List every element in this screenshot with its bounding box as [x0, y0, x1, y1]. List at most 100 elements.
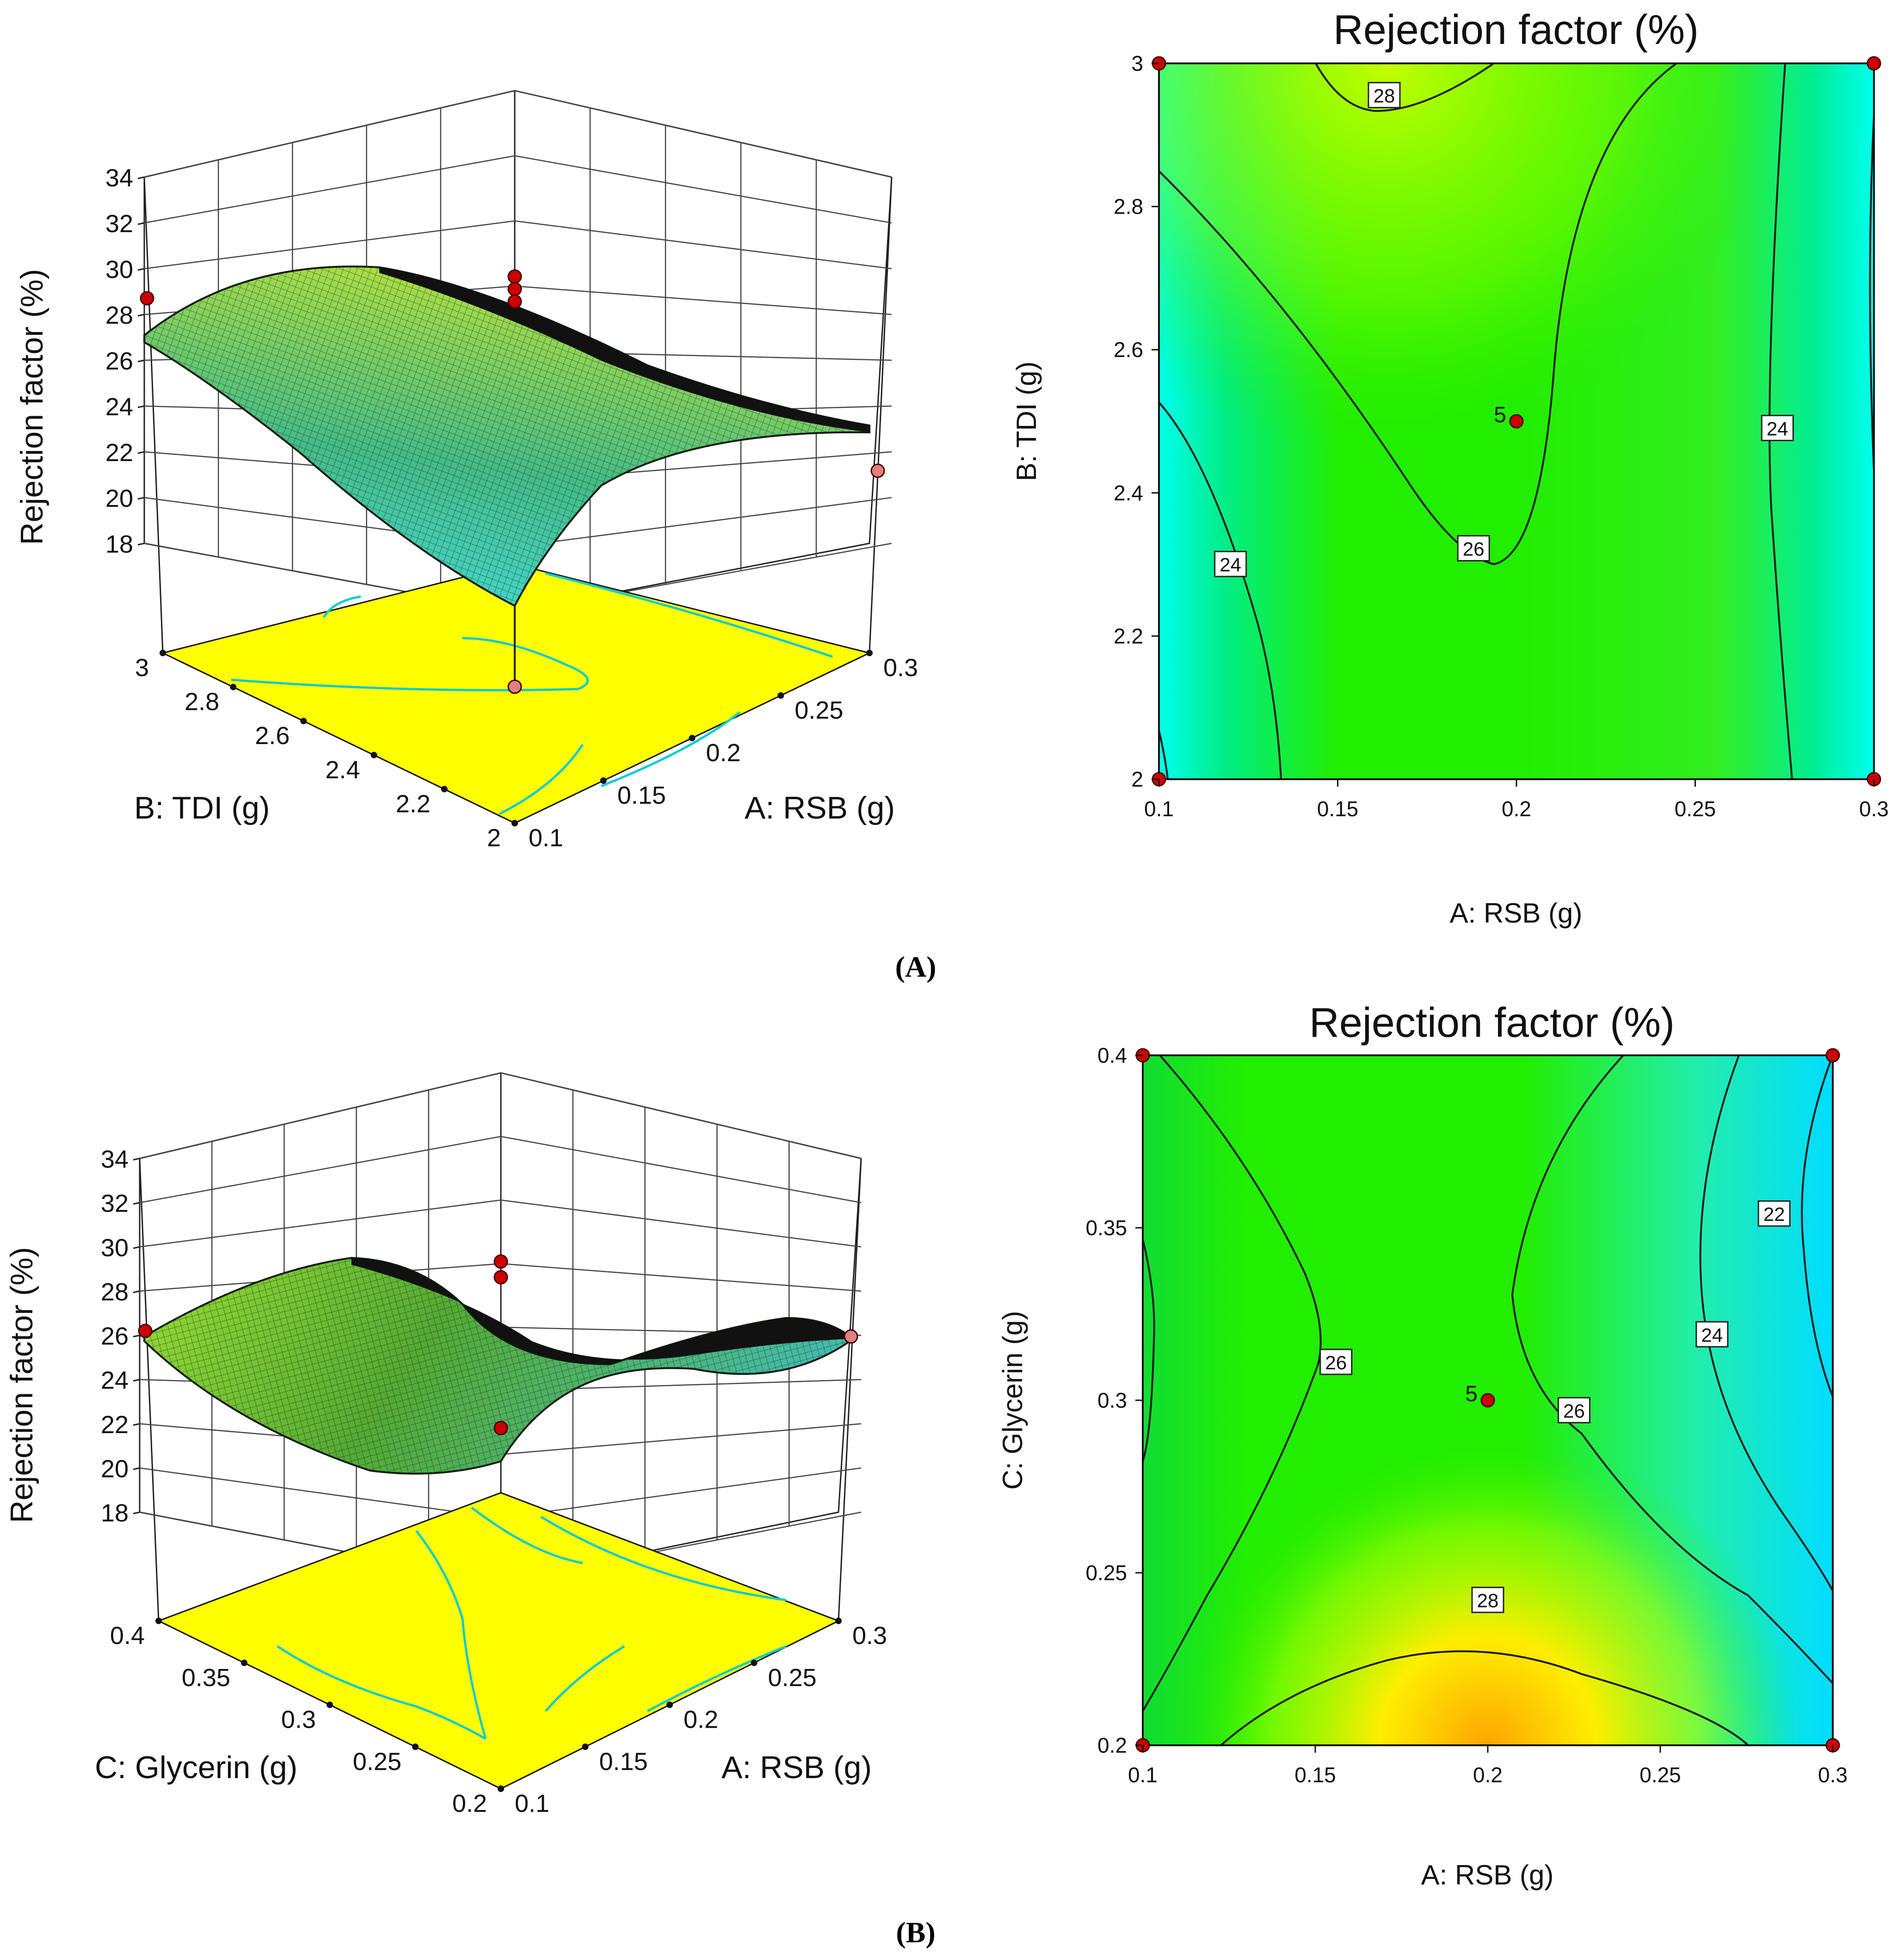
- surface-b-x-label: A: RSB (g): [721, 1750, 872, 1785]
- z-tick-mark: [137, 497, 145, 500]
- x-tick-label: 0.1: [1144, 797, 1174, 821]
- y-tick-label: 0.2: [1097, 1733, 1127, 1757]
- z-tick-mark: [137, 222, 145, 225]
- x-tick-mark: [498, 1786, 504, 1792]
- contour-a-y-ticks: 2 2.2 2.4 2.6 2.8 3: [1114, 51, 1159, 791]
- x-tick-mark: [689, 735, 696, 741]
- surface-a-point: [140, 291, 154, 306]
- z-tick-label: 32: [101, 1190, 129, 1218]
- contour-label-box: [1695, 1321, 1729, 1348]
- z-tick-label: 24: [101, 1367, 129, 1394]
- z-tick-mark: [137, 542, 145, 546]
- x-tick-mark: [666, 1701, 673, 1708]
- y-tick-label: 2.4: [1114, 481, 1143, 505]
- y-tick-label: 0.2: [452, 1790, 487, 1817]
- z-tick-label: 34: [105, 164, 133, 192]
- y-tick-mark: [441, 786, 448, 793]
- contour-a-line-26: [1158, 62, 1677, 566]
- z-tick-mark: [133, 1158, 140, 1161]
- contour-a-labels: 28 26 24 24: [1214, 82, 1794, 578]
- contour-b-title: Rejection factor (%): [1309, 1000, 1675, 1046]
- y-tick-label: 0.35: [1085, 1216, 1127, 1240]
- y-tick-mark: [300, 718, 307, 725]
- x-tick-label: 0.1: [1128, 1763, 1158, 1787]
- y-tick-mark: [155, 1618, 162, 1624]
- x-tick-mark: [835, 1618, 842, 1624]
- z-tick-mark: [137, 268, 145, 271]
- surface-a-point: [507, 294, 522, 309]
- contour-b-lines: [1142, 1054, 1834, 1746]
- z-tick-label: 32: [105, 210, 133, 238]
- z-tick-label: 24: [105, 393, 133, 421]
- x-tick-mark: [582, 1743, 589, 1750]
- x-tick-label: 0.15: [617, 782, 666, 809]
- surface-a-point: [507, 679, 522, 694]
- x-tick-label: 0.25: [795, 696, 843, 724]
- z-tick-label: 26: [101, 1323, 129, 1350]
- z-tick-mark: [133, 1290, 140, 1293]
- contour-b-line-22: [1801, 1055, 1834, 1397]
- center-point-count: 5: [1494, 403, 1506, 427]
- y-tick-label: 2.8: [185, 688, 219, 716]
- surface-a-y-label: B: TDI (g): [134, 790, 270, 825]
- y-tick-label: 0.4: [1097, 1043, 1127, 1067]
- contour-a-title: Rejection factor (%): [1333, 7, 1699, 53]
- x-tick-label: 0.3: [1859, 797, 1889, 821]
- y-tick-label: 0.25: [1085, 1561, 1127, 1585]
- contour-label: 28: [1477, 1590, 1499, 1612]
- surface-b-dark-edge: [351, 1258, 853, 1364]
- z-tick-label: 30: [101, 1234, 129, 1262]
- surface-a-floor-contours: [231, 572, 833, 815]
- surface-b-point: [138, 1324, 153, 1338]
- contour-a-y-label: B: TDI (g): [1011, 362, 1042, 481]
- caption-a: (A): [895, 950, 937, 983]
- z-tick-mark: [137, 405, 145, 408]
- y-tick-mark: [327, 1701, 333, 1708]
- x-tick-mark: [511, 820, 518, 826]
- x-tick-mark: [777, 692, 784, 699]
- contour-label-box: [1368, 82, 1401, 109]
- contour-b-y-ticks: 0.2 0.25 0.3 0.35 0.4: [1085, 1043, 1143, 1757]
- surface-b-meshlines: [144, 1258, 853, 1474]
- surface-gridline: [139, 1136, 862, 1203]
- y-tick-mark: [241, 1659, 247, 1666]
- surface-b-floor: [157, 1492, 840, 1790]
- surface-a-dark-edge: [379, 267, 869, 432]
- contour-label: 28: [1374, 85, 1395, 107]
- z-tick-mark: [133, 1467, 140, 1470]
- x-tick-label: 0.15: [1294, 1763, 1336, 1787]
- surface-a-meshlines: [144, 266, 869, 606]
- y-tick-mark: [370, 751, 377, 758]
- x-tick-label: 0.3: [852, 1622, 887, 1650]
- z-tick-mark: [133, 1246, 140, 1249]
- contour-a-lines: [1158, 62, 1875, 780]
- x-tick-label: 0.2: [706, 739, 741, 767]
- contour-b-line-28: [1220, 1650, 1749, 1746]
- z-tick-mark: [133, 1379, 140, 1382]
- z-tick-mark: [137, 314, 145, 317]
- design-point: [1825, 1048, 1840, 1063]
- surface-a-y-ticks: 2 2.2 2.4 2.6 2.8 3: [135, 650, 518, 852]
- x-tick-mark: [751, 1659, 758, 1666]
- design-point: [1867, 56, 1881, 71]
- z-tick-label: 26: [105, 347, 133, 375]
- z-tick-mark: [137, 176, 145, 179]
- design-point: [1509, 414, 1524, 429]
- z-tick-mark: [133, 1423, 140, 1426]
- z-tick-label: 34: [101, 1145, 129, 1173]
- y-tick-label: 0.3: [281, 1706, 316, 1734]
- contour-a-line-24-right: [1768, 63, 1793, 780]
- contour-b-line-26-right: [1511, 1054, 1834, 1684]
- contour-a-line-22-left: [1158, 730, 1169, 780]
- contour-a-points: 5: [1152, 56, 1881, 787]
- center-point-count: 5: [1465, 1382, 1478, 1406]
- surface-gridline: [139, 1199, 862, 1248]
- surface-b-point: [493, 1421, 508, 1435]
- contour-label: 24: [1767, 418, 1788, 439]
- z-tick-mark: [133, 1202, 140, 1205]
- surface-b-z-ticks: 18 20 22 24 26 28 30 32 34: [101, 1145, 140, 1527]
- contour-label-box: [1757, 1200, 1791, 1227]
- contour-b-y-label: C: Glycerin (g): [997, 1311, 1028, 1490]
